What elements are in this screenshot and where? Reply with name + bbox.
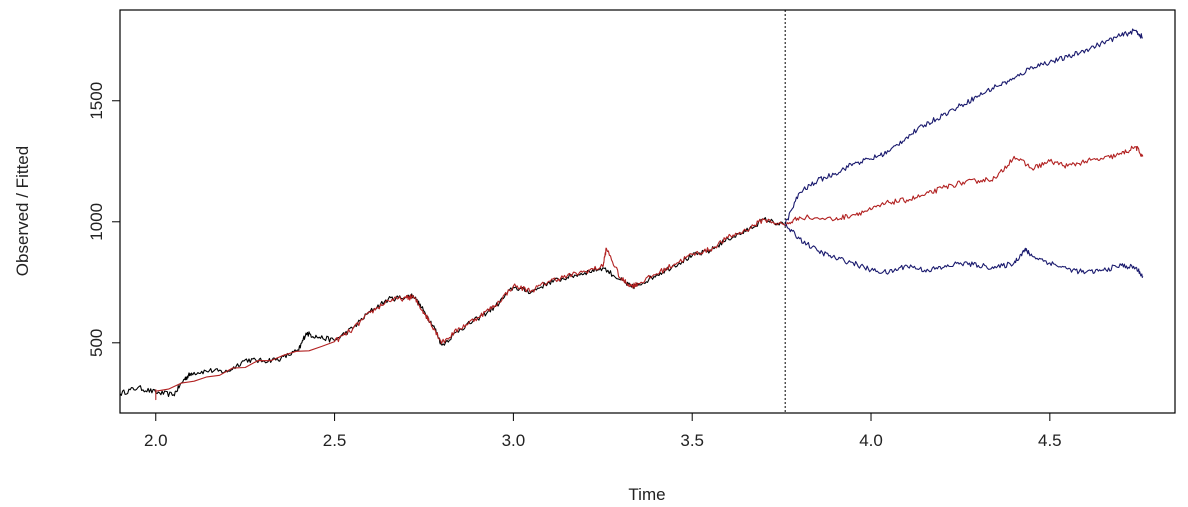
x-tick-label: 3.0 bbox=[502, 431, 526, 450]
plot-frame bbox=[119, 9, 1176, 414]
y-tick-label: 500 bbox=[87, 329, 106, 357]
y-tick-label: 1500 bbox=[87, 82, 106, 120]
y-axis-label: Observed / Fitted bbox=[13, 146, 32, 276]
series-line-upper-band bbox=[784, 28, 1143, 225]
series-layer bbox=[119, 28, 1144, 401]
x-tick-label: 3.5 bbox=[680, 431, 704, 450]
y-tick-label: 1000 bbox=[87, 203, 106, 241]
series-line-observed bbox=[119, 217, 786, 398]
x-tick-label: 4.5 bbox=[1038, 431, 1062, 450]
x-axis: 2.0 2.5 3.0 3.5 4.0 4.5 bbox=[144, 413, 1062, 450]
x-tick-label: 2.5 bbox=[323, 431, 347, 450]
series-line-fitted bbox=[155, 145, 1144, 401]
x-tick-label: 4.0 bbox=[859, 431, 883, 450]
series-line-lower-band bbox=[784, 224, 1144, 278]
x-axis-label: Time bbox=[628, 485, 665, 504]
y-axis: 500 1000 1500 bbox=[87, 82, 120, 357]
x-tick-label: 2.0 bbox=[144, 431, 168, 450]
